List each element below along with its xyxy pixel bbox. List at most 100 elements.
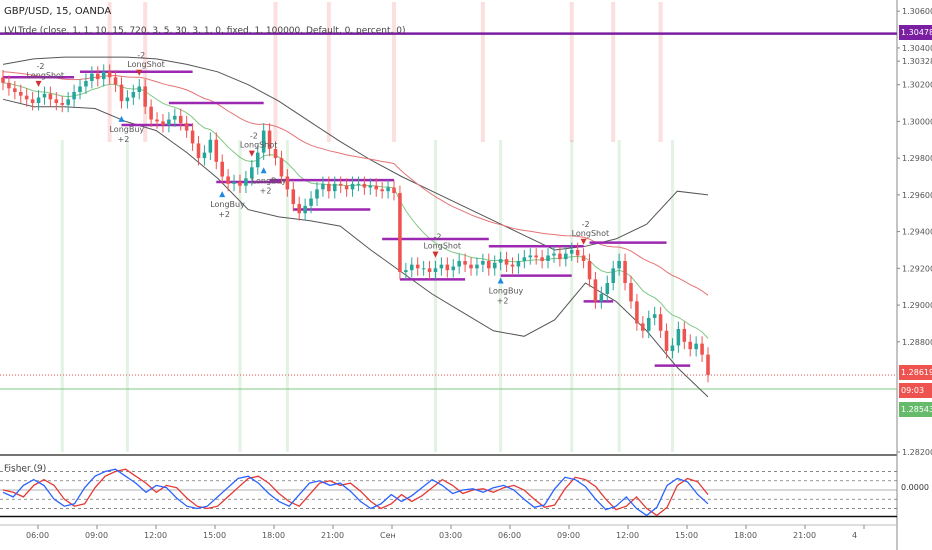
candle <box>24 95 29 100</box>
signal-stripe-red <box>569 2 574 142</box>
candle <box>682 328 687 342</box>
candle <box>167 119 171 126</box>
countdown-tag: 09:03 <box>899 383 932 398</box>
candle <box>564 253 568 260</box>
x-tick-label: 09:00 <box>85 531 108 540</box>
candle <box>356 183 361 185</box>
x-tick-label: 21:00 <box>793 531 816 540</box>
candle <box>173 115 177 120</box>
fisher-line <box>2 468 709 517</box>
candle <box>481 260 485 265</box>
candle <box>309 198 313 206</box>
candle <box>463 260 467 265</box>
candle <box>475 264 479 269</box>
candle <box>487 260 491 269</box>
short-signal-label: LongShot <box>572 229 610 238</box>
candle <box>540 257 544 261</box>
candle <box>143 86 147 107</box>
candle <box>327 183 331 192</box>
y-tick-label: 1.29800 <box>902 154 932 163</box>
candle <box>457 260 461 267</box>
candle <box>1 77 5 83</box>
candle <box>279 158 284 177</box>
candle <box>315 189 319 199</box>
candle <box>214 139 219 162</box>
short-signal-label: LongShot <box>127 60 165 69</box>
candle <box>552 253 556 256</box>
candle <box>629 283 633 302</box>
x-tick-label: 15:00 <box>675 531 698 540</box>
candle <box>285 176 290 190</box>
candle <box>404 270 408 272</box>
signal-stripe-green <box>60 140 64 452</box>
lower-band-line <box>2 98 709 398</box>
upper-band-line <box>2 56 709 251</box>
candle <box>155 119 159 122</box>
buy-signal-offset: +2 <box>218 210 230 219</box>
candle <box>498 259 503 263</box>
candle <box>635 301 639 324</box>
x-tick-label: 06:00 <box>498 531 521 540</box>
candle <box>575 249 580 256</box>
candle <box>184 123 189 131</box>
y-tick-label: 1.30400 <box>902 44 932 53</box>
candle <box>54 99 59 104</box>
candle <box>149 106 153 120</box>
candle <box>202 152 207 159</box>
candle <box>232 182 236 184</box>
buy-signal-label: LongBuy <box>489 287 524 296</box>
candle <box>522 257 527 261</box>
candle <box>700 343 704 355</box>
candle <box>96 73 100 80</box>
short-signal-offset: -2 <box>137 51 145 60</box>
candle <box>688 341 693 350</box>
candle <box>60 103 65 105</box>
candle <box>706 354 710 375</box>
x-tick-label: 12:00 <box>616 531 639 540</box>
candle <box>36 97 41 104</box>
y-tick-label: 1.28200 <box>902 448 932 457</box>
candle <box>694 343 698 350</box>
candle <box>137 86 142 92</box>
candle <box>66 99 70 105</box>
x-tick-label: 06:00 <box>26 531 49 540</box>
candle <box>344 185 349 190</box>
short-arrow-icon <box>35 80 42 87</box>
candle <box>101 71 106 80</box>
candle <box>421 268 426 270</box>
candle <box>534 255 538 258</box>
candle <box>261 130 266 153</box>
candle <box>196 143 201 159</box>
candle <box>398 193 402 272</box>
candle <box>439 264 444 269</box>
fisher-title: Fisher (9) <box>4 464 47 474</box>
candle <box>125 97 130 102</box>
buy-signal-label: LongBuy <box>252 176 287 185</box>
short-signal-label: LongShot <box>240 141 278 150</box>
candle <box>208 139 213 153</box>
candle <box>652 314 657 318</box>
candle <box>220 161 224 177</box>
candle <box>392 187 396 194</box>
symbol-title: GBP/USD, 15, OANDA <box>4 6 112 17</box>
y-tick-label: 1.30200 <box>902 81 932 90</box>
signal-stripe-red <box>658 2 663 142</box>
candle <box>516 260 521 267</box>
buy-signal-label: LongBuy <box>109 125 144 134</box>
candle <box>267 130 272 149</box>
signal-stripe-green <box>570 140 574 452</box>
support-price-tag: 1.28543 <box>899 402 932 417</box>
candle <box>658 314 663 331</box>
signal-stripe-green <box>238 140 242 452</box>
candle <box>676 328 681 346</box>
candle <box>119 84 124 102</box>
candle <box>623 260 627 284</box>
buy-signal-offset: +2 <box>260 186 272 195</box>
candle <box>410 264 414 271</box>
candle <box>321 183 325 190</box>
candle <box>90 73 94 81</box>
candle <box>250 167 254 179</box>
fisher-trigger-line <box>2 468 709 517</box>
candle <box>303 205 307 214</box>
